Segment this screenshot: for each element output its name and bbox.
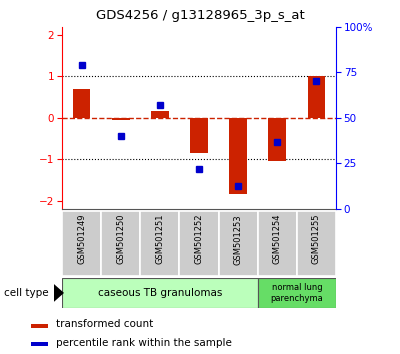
Text: GSM501249: GSM501249 <box>77 214 86 264</box>
Text: GSM501251: GSM501251 <box>155 214 164 264</box>
Bar <box>258 278 336 308</box>
Bar <box>308 76 325 118</box>
Bar <box>180 211 218 276</box>
Polygon shape <box>54 284 64 302</box>
Bar <box>268 118 286 161</box>
Bar <box>62 211 101 276</box>
Text: transformed count: transformed count <box>56 319 154 329</box>
Text: GSM501253: GSM501253 <box>234 214 243 264</box>
Text: GSM501252: GSM501252 <box>194 214 204 264</box>
Bar <box>258 211 297 276</box>
Text: caseous TB granulomas: caseous TB granulomas <box>98 288 222 298</box>
Bar <box>101 211 140 276</box>
Text: cell type: cell type <box>4 288 49 298</box>
Text: GSM501254: GSM501254 <box>273 214 282 264</box>
Bar <box>218 211 258 276</box>
Bar <box>297 211 336 276</box>
Bar <box>140 211 180 276</box>
Text: percentile rank within the sample: percentile rank within the sample <box>56 338 232 348</box>
Bar <box>190 118 208 153</box>
Bar <box>62 278 258 308</box>
Text: GDS4256 / g13128965_3p_s_at: GDS4256 / g13128965_3p_s_at <box>96 9 304 22</box>
Text: GSM501250: GSM501250 <box>116 214 125 264</box>
Bar <box>151 112 169 118</box>
Bar <box>73 89 90 118</box>
Bar <box>31 324 48 328</box>
Text: normal lung
parenchyma: normal lung parenchyma <box>270 283 323 303</box>
Bar <box>112 118 130 120</box>
Bar <box>229 118 247 194</box>
Text: GSM501255: GSM501255 <box>312 214 321 264</box>
Bar <box>31 342 48 346</box>
